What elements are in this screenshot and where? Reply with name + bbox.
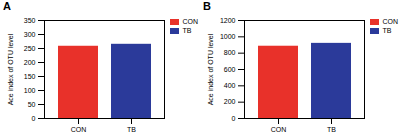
html-text:B: B	[203, 0, 211, 12]
html-text:TB: TB	[182, 27, 192, 34]
svg-text:TB: TB	[327, 126, 336, 133]
svg-text:300: 300	[24, 31, 36, 38]
svg-text:100: 100	[24, 87, 36, 94]
svg-text:150: 150	[24, 73, 36, 80]
svg-text:800: 800	[224, 49, 236, 56]
html-text:CON: CON	[382, 18, 398, 25]
svg-text:Ace index of OTU level: Ace index of OTU level	[7, 33, 14, 105]
svg-text:600: 600	[224, 66, 236, 73]
svg-text:0: 0	[232, 115, 236, 122]
svg-text:200: 200	[24, 59, 36, 66]
svg-text:350: 350	[24, 17, 36, 24]
svg-text:0: 0	[32, 115, 36, 122]
svg-text:400: 400	[224, 82, 236, 89]
svg-text:1000: 1000	[220, 33, 236, 40]
html-text:CON: CON	[182, 18, 198, 25]
svg-text:Ace index of OTU level: Ace index of OTU level	[207, 33, 214, 105]
svg-text:CON: CON	[271, 126, 287, 133]
svg-text:50: 50	[28, 101, 36, 108]
svg-text:CON: CON	[71, 126, 87, 133]
svg-text:200: 200	[224, 98, 236, 105]
html-text:TB: TB	[382, 27, 392, 34]
html-text:A: A	[3, 0, 11, 12]
svg-text:1200: 1200	[220, 17, 236, 24]
svg-text:TB: TB	[127, 126, 136, 133]
svg-text:250: 250	[24, 45, 36, 52]
